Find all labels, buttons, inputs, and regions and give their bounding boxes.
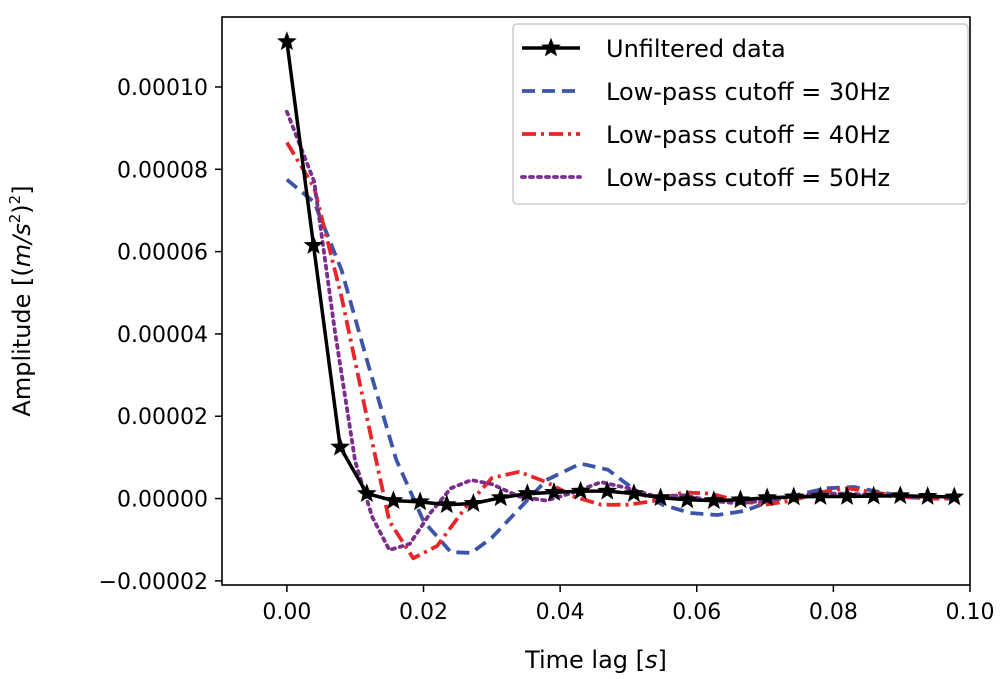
plot-frame <box>221 16 971 586</box>
data-point-marker <box>463 493 484 512</box>
y-axis-label-paren: ) <box>8 204 36 213</box>
legend-items: Unfiltered data Low-pass cutoff = 30Hz Low… <box>520 35 890 192</box>
x-axis-label-close: ] <box>658 646 667 674</box>
x-tick-label: 0.06 <box>672 600 721 625</box>
data-point-marker <box>944 486 965 506</box>
y-tick-label: 0.00008 <box>117 158 208 183</box>
data-point-marker <box>330 436 351 456</box>
data-point-marker <box>490 487 511 507</box>
legend-label-low-pass-cutoff-40hz: Low-pass cutoff = 40Hz <box>606 121 890 149</box>
data-point-marker <box>544 481 564 501</box>
data-point-marker <box>624 483 644 503</box>
x-tick-label: 0.08 <box>809 600 858 625</box>
data-point-marker <box>436 494 457 514</box>
data-point-marker <box>383 490 404 510</box>
y-tick-label: 0.00004 <box>117 323 208 348</box>
legend: Unfiltered data Low-pass cutoff = 30Hz Low… <box>512 23 969 205</box>
data-point-marker <box>917 486 938 505</box>
legend-box <box>512 23 969 205</box>
data-point-marker <box>356 483 377 503</box>
y-tick-label: −0.00002 <box>99 570 208 595</box>
y-tick-label: 0.00000 <box>117 488 208 513</box>
data-point-marker <box>517 483 538 503</box>
series-line-low-pass-cutoff-40hz <box>285 141 955 561</box>
y-axis-label-unit: m/s <box>8 223 36 267</box>
x-axis-label-unit: s <box>645 646 658 674</box>
data-point-marker <box>703 490 724 510</box>
data-point-marker <box>677 489 698 509</box>
y-axis-label: Amplitude [(m/s2)2] <box>6 185 36 416</box>
legend-marker <box>541 37 561 57</box>
data-point-marker <box>810 486 831 505</box>
data-point-marker <box>863 485 884 505</box>
legend-label-low-pass-cutoff-50hz: Low-pass cutoff = 50Hz <box>606 164 890 192</box>
x-tick-label: 0.00 <box>262 600 311 625</box>
y-tick-label: 0.00010 <box>117 76 208 101</box>
data-point-marker <box>650 487 671 507</box>
series-markers <box>276 31 965 514</box>
data-point-marker <box>597 480 618 500</box>
y-axis-label-exp2: 2 <box>6 195 24 205</box>
x-tick-label: 0.02 <box>399 600 448 625</box>
y-tick-label: 0.00002 <box>117 405 208 430</box>
y-axis-label-close: ] <box>8 185 36 194</box>
data-point-marker <box>410 491 431 511</box>
data-point-marker <box>276 31 297 51</box>
x-tick-label: 0.10 <box>946 600 995 625</box>
data-point-marker <box>303 235 324 254</box>
x-axis-label-text: Time lag [ <box>524 646 645 674</box>
x-tick-label: 0.04 <box>536 600 585 625</box>
data-point-marker <box>837 486 857 505</box>
y-axis-label-text: Amplitude [( <box>8 267 36 416</box>
axis-ticks: 0.00 0.02 0.04 0.06 0.08 0.10 −0.00002 0.00000 0… <box>99 76 995 625</box>
y-tick-label: 0.00006 <box>117 241 208 266</box>
data-point-marker <box>783 486 804 506</box>
legend-label-low-pass-cutoff-30hz: Low-pass cutoff = 30Hz <box>606 78 890 106</box>
data-point-marker <box>730 489 751 509</box>
data-point-marker <box>570 480 591 500</box>
legend-label-unfiltered-data: Unfiltered data <box>606 35 786 63</box>
x-axis-label: Time lag [s] <box>524 646 667 674</box>
y-axis-label-exp1: 2 <box>6 214 24 224</box>
data-point-marker <box>890 485 911 505</box>
data-point-marker <box>757 487 778 507</box>
